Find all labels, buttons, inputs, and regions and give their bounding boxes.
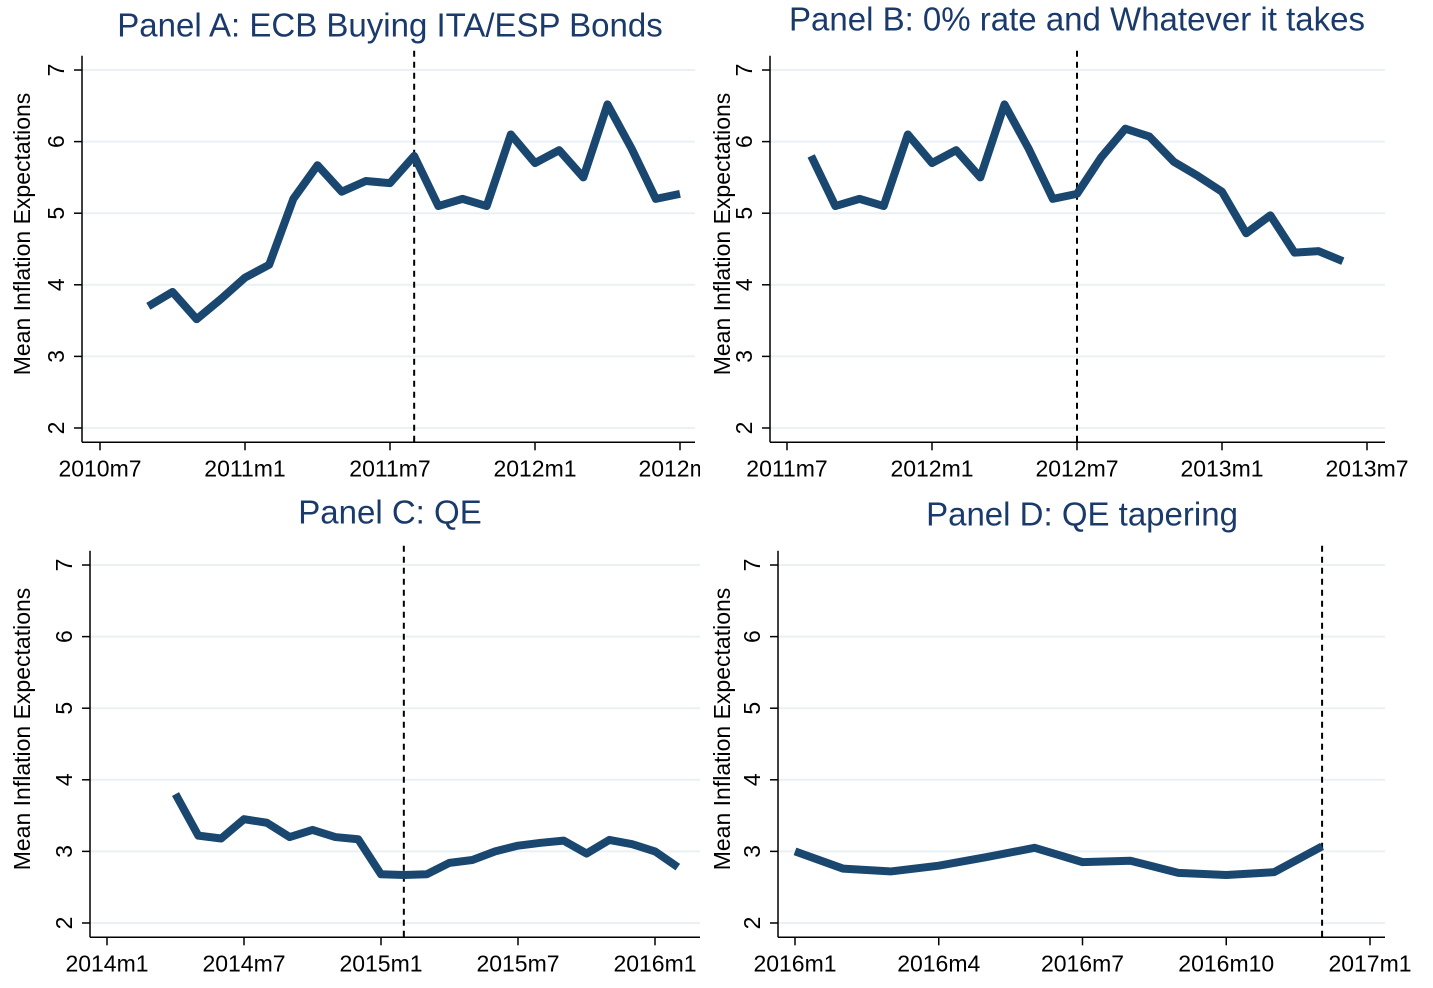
x-tick-label: 2015m7 (476, 950, 559, 976)
panel: Panel C: QE Mean Inflation Expectations 2 3… (9, 494, 700, 976)
x-tick-label: 2016m1 (613, 950, 696, 976)
x-tick-label: 2016m4 (897, 950, 980, 976)
panel: Panel A: ECB Buying ITA/ESP Bonds Mean In… (9, 7, 721, 482)
y-tick-label: 7 (731, 64, 757, 77)
y-tick-label: 3 (51, 845, 77, 858)
x-tick-label: 2012m1 (890, 455, 973, 481)
y-axis-label: Mean Inflation Expectations (9, 588, 35, 871)
x-tick-label: 2014m7 (202, 950, 285, 976)
y-axis-label: Mean Inflation Expectations (709, 93, 735, 376)
x-tick-label: 2013m1 (1180, 455, 1263, 481)
y-tick-label: 5 (43, 207, 69, 220)
data-line (793, 842, 1324, 880)
panel: Panel D: QE tapering Mean Inflation Expec… (709, 496, 1411, 977)
x-tick-label: 2011m7 (349, 455, 430, 481)
y-tick-label: 5 (739, 702, 765, 715)
x-tick-label: 2011m1 (204, 455, 285, 481)
x-tick-label: 2015m1 (339, 950, 422, 976)
data-line (171, 792, 681, 880)
x-tick-label: 2011m7 (746, 455, 827, 481)
x-tick-label: 2016m7 (1041, 950, 1124, 976)
x-tick-label: 2016m10 (1178, 950, 1274, 976)
y-tick-label: 4 (739, 773, 765, 786)
y-tick-label: 7 (739, 559, 765, 572)
y-tick-label: 5 (731, 207, 757, 220)
y-tick-label: 3 (739, 845, 765, 858)
y-tick-label: 2 (43, 422, 69, 435)
y-tick-label: 3 (43, 350, 69, 363)
y-tick-label: 6 (739, 630, 765, 643)
y-axis-label: Mean Inflation Expectations (709, 588, 735, 871)
y-tick-label: 4 (43, 278, 69, 291)
y-tick-label: 6 (43, 135, 69, 148)
panel-title: Panel A: ECB Buying ITA/ESP Bonds (117, 7, 662, 44)
x-tick-label: 2016m1 (753, 950, 836, 976)
y-tick-label: 3 (731, 350, 757, 363)
x-tick-label: 2012m7 (1035, 455, 1118, 481)
y-tick-label: 2 (739, 917, 765, 930)
y-axis-label: Mean Inflation Expectations (9, 93, 35, 376)
y-tick-label: 7 (43, 64, 69, 77)
y-tick-label: 2 (51, 917, 77, 930)
data-line (807, 100, 1345, 265)
y-tick-label: 6 (731, 135, 757, 148)
y-tick-label: 2 (731, 422, 757, 435)
x-tick-label: 2017m1 (1328, 950, 1411, 976)
panel-title: Panel B: 0% rate and Whatever it takes (789, 1, 1365, 38)
y-tick-label: 6 (51, 630, 77, 643)
x-tick-label: 2012m1 (493, 455, 576, 481)
y-tick-label: 4 (51, 773, 77, 786)
panel-title: Panel C: QE (298, 494, 481, 531)
data-line (146, 100, 681, 324)
x-tick-label: 2010m7 (58, 455, 141, 481)
x-tick-label: 2014m1 (65, 950, 148, 976)
y-tick-label: 4 (731, 278, 757, 291)
y-tick-label: 7 (51, 559, 77, 572)
y-tick-label: 5 (51, 702, 77, 715)
x-tick-label: 2012m7 (638, 455, 721, 481)
x-tick-label: 2013m7 (1325, 455, 1408, 481)
panel-title: Panel D: QE tapering (926, 496, 1238, 533)
panel: Panel B: 0% rate and Whatever it takes Me… (709, 1, 1408, 482)
